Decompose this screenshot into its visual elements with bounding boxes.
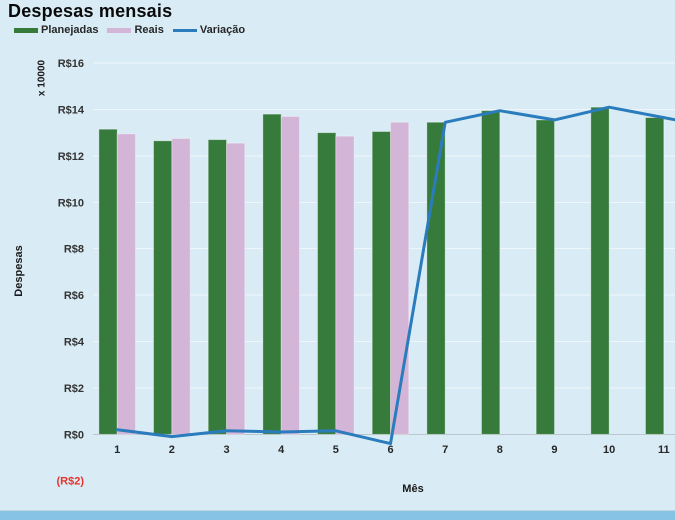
x-tick-label: 2 xyxy=(169,444,175,456)
legend-label-planejadas: Planejadas xyxy=(41,24,99,36)
reais-swatch-icon xyxy=(107,27,132,33)
y-tick-label: R$12 xyxy=(58,151,84,163)
bar-planejadas-m11 xyxy=(645,117,665,435)
y-tick-label: R$14 xyxy=(58,105,85,117)
bar-planejadas-m5 xyxy=(317,132,337,435)
planejadas-swatch-icon xyxy=(14,27,38,33)
x-axis-title: Mês xyxy=(402,483,424,495)
bar-planejadas-m4 xyxy=(262,113,282,435)
legend-label-reais: Reais xyxy=(134,24,164,36)
x-tick-label: 10 xyxy=(603,444,615,456)
x-tick-label: 6 xyxy=(387,444,393,456)
chart-legend: Planejadas Reais Variação xyxy=(14,24,245,36)
bar-planejadas-m8 xyxy=(481,110,501,435)
chart-title: Despesas mensais xyxy=(8,1,173,21)
y-axis-unit-label: x 10000 xyxy=(36,59,48,97)
x-tick-label: 9 xyxy=(551,444,557,456)
y-tick-label: R$8 xyxy=(64,244,84,256)
legend-label-variacao: Variação xyxy=(199,24,246,36)
x-axis-labels: 1 2 3 4 5 6 7 8 9 10 11 xyxy=(114,444,669,456)
bar-reais-m3 xyxy=(226,142,246,435)
variacao-line-swatch-icon xyxy=(172,28,197,32)
bar-reais-m2 xyxy=(171,138,191,435)
bar-planejadas-m3 xyxy=(207,139,227,435)
y-tick-label: R$16 xyxy=(58,58,84,70)
line-series-variação xyxy=(115,105,675,446)
y-tick-label: R$4 xyxy=(64,337,85,349)
y-axis-title: Despesas xyxy=(13,245,25,297)
legend-item-reais: Reais xyxy=(107,24,164,36)
bar-series-planejadas xyxy=(98,106,665,435)
bar-planejadas-m2 xyxy=(153,140,173,435)
bar-reais-m4 xyxy=(280,116,300,435)
x-tick-label: 1 xyxy=(114,444,120,456)
bottom-accent-bar xyxy=(0,510,675,520)
bar-planejadas-m6 xyxy=(371,131,391,435)
bar-planejadas-m10 xyxy=(590,106,610,435)
bar-planejadas-m9 xyxy=(535,119,555,435)
x-tick-label: 4 xyxy=(278,444,285,456)
y-tick-label: (R$2) xyxy=(56,476,84,488)
bar-reais-m5 xyxy=(335,135,355,435)
y-tick-label: R$10 xyxy=(58,197,84,209)
x-tick-label: 3 xyxy=(223,444,229,456)
bar-series-reais xyxy=(116,116,410,435)
x-tick-label: 11 xyxy=(658,444,670,456)
bar-planejadas-m1 xyxy=(98,128,118,435)
y-tick-label: R$2 xyxy=(64,383,84,395)
y-tick-label: R$6 xyxy=(64,290,84,302)
legend-item-planejadas: Planejadas xyxy=(14,24,98,36)
y-tick-label: R$0 xyxy=(64,429,84,441)
x-tick-label: 8 xyxy=(497,444,503,456)
legend-item-variacao: Variação xyxy=(172,24,246,36)
x-tick-label: 5 xyxy=(333,444,339,456)
y-axis-labels: R$16 R$14 R$12 R$10 R$8 R$6 R$4 R$2 R$0 (R$2) xyxy=(56,58,84,488)
bar-reais-m1 xyxy=(116,133,136,435)
x-tick-label: 7 xyxy=(442,444,448,456)
